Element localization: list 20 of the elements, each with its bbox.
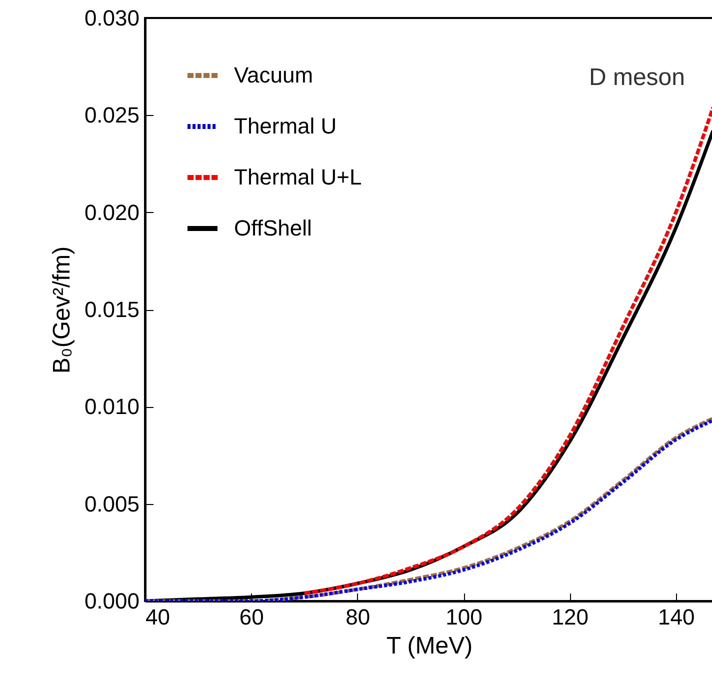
annotation: D meson [588,64,685,91]
x-tick-label: 80 [346,604,370,630]
x-axis-title: T (MeV) [386,632,473,660]
x-tick-label: 40 [146,604,170,630]
y-tick-label: 0.015 [84,297,140,322]
y-tick-label: 0.030 [84,6,140,30]
y-tick-label: 0.000 [84,588,140,614]
legend-label: Thermal U [234,114,337,138]
x-tick-label: 120 [552,604,589,630]
y-tick-label: 0.025 [84,102,140,128]
x-tick-label: 100 [446,604,482,630]
x-tick-label: 140 [658,604,695,630]
y-axis-title: B₀(Gev²/fm) [48,246,76,374]
y-tick-label: 0.020 [84,200,140,225]
x-tick-label: 60 [239,604,264,630]
y-tick-label: 0.010 [84,394,140,420]
legend-label: OffShell [234,216,312,240]
legend-label: Thermal U+L [234,164,362,190]
legend-label: Vacuum [234,62,314,88]
y-tick-label: 0.005 [84,491,140,516]
